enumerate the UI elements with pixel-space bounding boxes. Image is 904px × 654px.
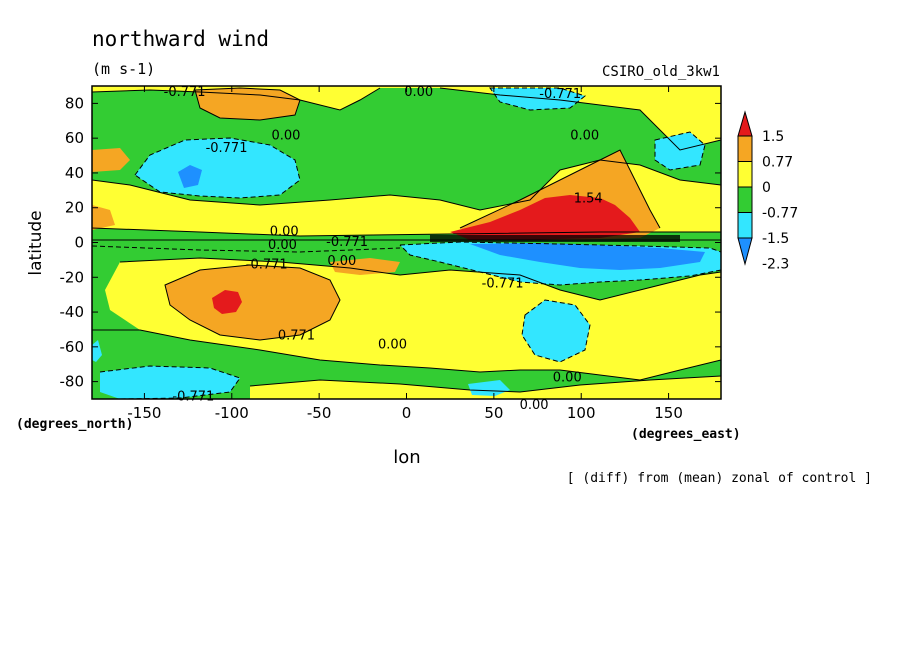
contour-lines bbox=[92, 87, 721, 393]
contour-label: -0.771 bbox=[206, 141, 248, 156]
x-units-label: (degrees_east) bbox=[631, 427, 741, 442]
colorbar-label: 1.5 bbox=[762, 129, 784, 145]
x-tick-label: -100 bbox=[215, 404, 249, 422]
x-tick-label: 0 bbox=[402, 404, 412, 422]
contour-label: -0.771 bbox=[482, 276, 524, 291]
y-tick-label: -40 bbox=[60, 303, 85, 321]
colorbar-swatch bbox=[737, 161, 753, 188]
contour-label: 0.00 bbox=[271, 129, 300, 144]
chart-title: northward wind bbox=[92, 27, 269, 51]
colorbar-swatch bbox=[737, 186, 753, 213]
contour-label: 0.00 bbox=[270, 224, 299, 239]
y-axis: 80 60 40 20 0 -20 -40 -60 -80 bbox=[60, 94, 721, 391]
colorbar-bottom-arrow bbox=[737, 237, 753, 266]
y-tick-label: -60 bbox=[60, 338, 85, 356]
red-region-tropical-east bbox=[450, 195, 640, 240]
contour-label: 0.00 bbox=[327, 254, 356, 269]
contour-lines-dashed bbox=[92, 87, 721, 399]
model-label: CSIRO_old_3kw1 bbox=[602, 64, 720, 80]
y-units-label: (degrees_north) bbox=[16, 417, 133, 432]
contour-label: 0.00 bbox=[553, 370, 582, 385]
contour-label: 0.00 bbox=[570, 129, 599, 144]
x-tick-label: 150 bbox=[654, 404, 683, 422]
cyan-region-south-pole-mid bbox=[468, 380, 510, 396]
contour-label: -0.771 bbox=[164, 85, 206, 100]
y-tick-label: -20 bbox=[60, 268, 85, 286]
orange-region-north-west bbox=[195, 88, 300, 120]
x-tick-label: 50 bbox=[484, 404, 503, 422]
colorbar-label: -1.5 bbox=[762, 231, 789, 247]
colorbar-label: -2.3 bbox=[762, 257, 789, 273]
cyan-region-north-mid bbox=[490, 88, 585, 110]
contour-label: 0.00 bbox=[520, 398, 549, 413]
x-tick-label: -150 bbox=[127, 404, 161, 422]
colorbar-swatch bbox=[737, 212, 753, 239]
cyan-region-south-mid bbox=[522, 300, 590, 362]
cyan-region-north-west bbox=[135, 138, 300, 198]
cyan-region-north-east bbox=[655, 132, 705, 170]
colorbar-swatch bbox=[737, 135, 753, 162]
y-tick-label: 60 bbox=[65, 129, 84, 147]
y-axis-title: latitude bbox=[26, 210, 46, 275]
blue-region-north-west bbox=[178, 165, 202, 188]
x-axis-title: lon bbox=[393, 447, 420, 468]
orange-region-west-edge bbox=[92, 148, 130, 172]
footnote: [ (diff) from (mean) zonal of control ] bbox=[567, 471, 872, 486]
x-axis: -150 -100 -50 0 50 100 150 bbox=[127, 86, 683, 422]
y-tick-label: -80 bbox=[60, 373, 85, 391]
x-tick-label: 100 bbox=[567, 404, 596, 422]
orange-region-equator-west bbox=[92, 205, 115, 230]
orange-region-south-mid bbox=[330, 258, 400, 275]
y-tick-label: 40 bbox=[65, 164, 84, 182]
contour-label: -0.771 bbox=[539, 87, 581, 102]
contour-label: 0.00 bbox=[378, 337, 407, 352]
yellow-region-south-pole bbox=[250, 376, 721, 399]
y-tick-label: 80 bbox=[65, 94, 84, 112]
contour-label: -0.771 bbox=[246, 257, 288, 272]
y-tick-label: 0 bbox=[74, 234, 84, 252]
y-tick-label: 20 bbox=[65, 199, 84, 217]
colorbar-top-arrow bbox=[737, 110, 753, 137]
colorbar: 1.5 0.77 0 -0.77 -1.5 -2.3 bbox=[737, 110, 798, 273]
contour-label: 1.54 bbox=[574, 191, 603, 206]
contour-label: -0.771 bbox=[326, 235, 368, 250]
cyan-region-west-edge bbox=[92, 340, 102, 362]
units-label: (m s-1) bbox=[92, 60, 155, 78]
blue-region-south-tropical bbox=[470, 243, 705, 270]
contour-label: 0.00 bbox=[404, 85, 433, 100]
yellow-region-north-band bbox=[92, 86, 721, 150]
x-tick-label: -50 bbox=[307, 404, 332, 422]
colorbar-label: 0 bbox=[762, 180, 771, 196]
colorbar-label: -0.77 bbox=[762, 206, 798, 222]
contour-label: 0.771 bbox=[278, 329, 315, 344]
contour-label: 0.00 bbox=[268, 238, 297, 253]
red-region-south-west bbox=[212, 290, 242, 314]
cyan-region-south-pole-west bbox=[100, 366, 240, 399]
orange-region-south-west bbox=[165, 265, 340, 340]
equator-hatch bbox=[430, 235, 680, 242]
contour-label: -0.771 bbox=[172, 390, 214, 405]
colorbar-label: 0.77 bbox=[762, 155, 793, 171]
